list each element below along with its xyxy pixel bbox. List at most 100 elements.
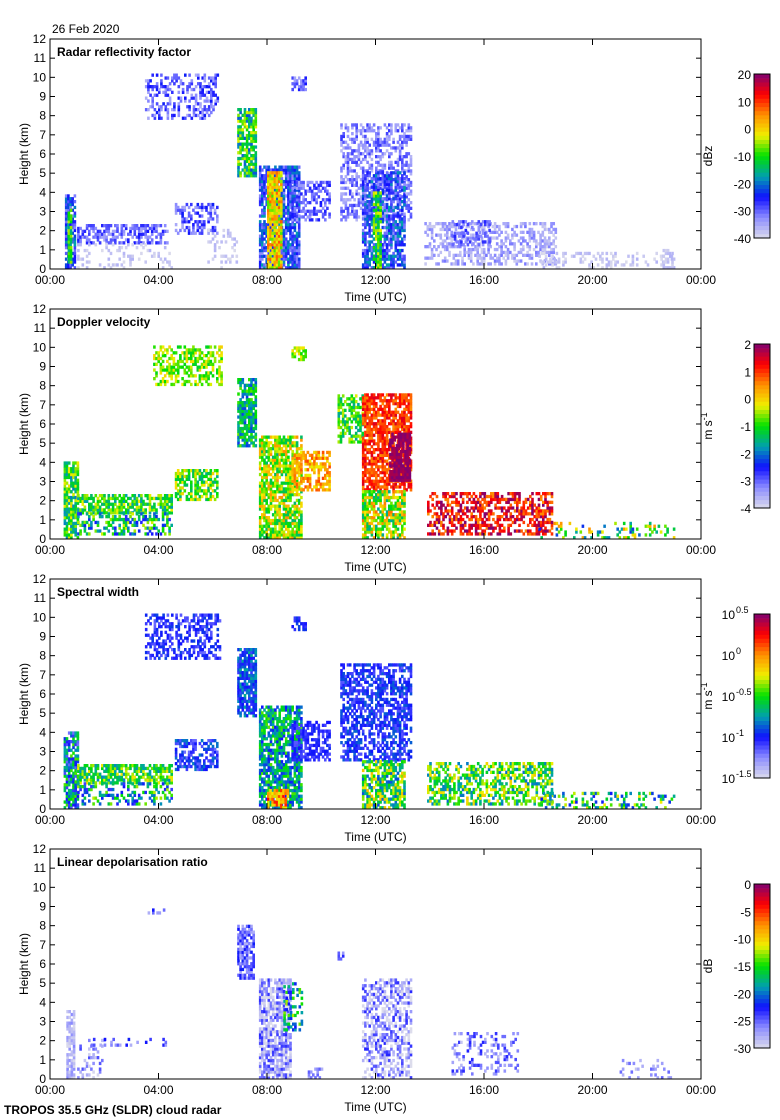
- echo-cell: [466, 231, 470, 235]
- echo-cell: [295, 171, 299, 175]
- echo-cell: [237, 438, 240, 442]
- echo-cell: [353, 212, 356, 216]
- echo-cell: [98, 512, 102, 516]
- echo-cell: [346, 169, 350, 173]
- echo-cell: [346, 134, 350, 139]
- echo-cell: [396, 200, 400, 204]
- echo-cell: [366, 188, 369, 192]
- echo-cell: [377, 140, 380, 144]
- echo-cell: [67, 470, 71, 474]
- echo-cell: [151, 102, 154, 106]
- echo-cell: [287, 257, 290, 261]
- echo-cell: [245, 154, 249, 158]
- echo-cell: [271, 513, 275, 517]
- echo-cell: [287, 202, 290, 207]
- echo-cell: [491, 256, 495, 260]
- echo-cell: [107, 224, 111, 228]
- echo-cell: [379, 137, 382, 141]
- echo-cell: [199, 82, 202, 86]
- echo-cell: [72, 516, 75, 520]
- echo-cell: [96, 502, 100, 506]
- echo-cell: [293, 194, 297, 198]
- echo-cell: [377, 234, 380, 238]
- echo-cell: [437, 262, 440, 266]
- echo-cell: [94, 508, 98, 512]
- echo-cell: [254, 426, 258, 431]
- echo-cell: [124, 517, 128, 522]
- echo-cell: [239, 171, 242, 175]
- echo-cell: [385, 134, 389, 139]
- echo-cell: [71, 200, 74, 204]
- echo-cell: [241, 133, 245, 138]
- echo-cell: [275, 191, 279, 195]
- echo-cell: [570, 254, 574, 258]
- echo-cell: [181, 208, 184, 212]
- echo-cell: [263, 266, 266, 270]
- echo-cell: [229, 260, 232, 264]
- echo-cell: [398, 189, 402, 193]
- echo-cell: [67, 536, 71, 540]
- echo-cell: [388, 257, 391, 261]
- echo-cell: [385, 192, 389, 196]
- echo-cell: [275, 217, 279, 221]
- echo-cell: [394, 149, 398, 153]
- echo-cell: [205, 365, 208, 369]
- echo-cell: [481, 240, 485, 244]
- colorbar-tick-label: -20: [734, 177, 752, 191]
- echo-cell: [157, 254, 160, 258]
- echo-cell: [237, 128, 240, 132]
- echo-cell: [67, 237, 71, 241]
- echo-cell: [70, 516, 73, 520]
- echo-cell: [187, 365, 191, 369]
- echo-cell: [269, 197, 272, 201]
- echo-field: [64, 73, 676, 270]
- echo-cell: [297, 257, 301, 261]
- echo-cell: [73, 248, 77, 253]
- echo-cell: [271, 225, 274, 230]
- echo-cell: [517, 239, 521, 243]
- echo-cell: [69, 248, 73, 253]
- echo-cell: [63, 521, 67, 526]
- echo-cell: [163, 512, 167, 516]
- echo-cell: [198, 368, 202, 372]
- echo-cell: [361, 202, 365, 207]
- echo-cell: [361, 194, 365, 198]
- echo-cell: [366, 254, 369, 258]
- echo-cell: [267, 231, 270, 235]
- echo-cell: [157, 496, 160, 501]
- colorbar-swatch: [754, 229, 770, 235]
- echo-cell: [187, 368, 191, 372]
- echo-cell: [252, 125, 255, 129]
- echo-cell: [166, 523, 169, 527]
- echo-cell: [377, 163, 380, 167]
- echo-cell: [405, 192, 408, 196]
- echo-cell: [168, 251, 171, 256]
- echo-cell: [364, 183, 367, 187]
- echo-cell: [498, 245, 501, 249]
- echo-cell: [205, 371, 208, 375]
- echo-cell: [263, 530, 266, 534]
- echo-cell: [252, 145, 255, 149]
- echo-cell: [177, 76, 181, 80]
- echo-cell: [155, 351, 158, 355]
- echo-cell: [64, 194, 68, 198]
- echo-cell: [63, 493, 67, 497]
- echo-cell: [493, 224, 497, 229]
- echo-cell: [77, 520, 80, 525]
- echo-cell: [203, 474, 206, 479]
- echo-cell: [479, 234, 483, 238]
- echo-cell: [237, 159, 240, 163]
- echo-cell: [361, 234, 365, 238]
- echo-cell: [342, 201, 345, 205]
- echo-cell: [361, 266, 365, 270]
- echo-cell: [370, 248, 374, 253]
- colorbar-swatch: [754, 168, 770, 173]
- echo-cell: [190, 93, 194, 97]
- echo-cell: [614, 263, 617, 267]
- echo-cell: [174, 223, 178, 227]
- echo-cell: [306, 209, 310, 213]
- echo-cell: [295, 177, 299, 181]
- echo-cell: [277, 231, 281, 235]
- echo-cell: [252, 386, 255, 390]
- echo-cell: [190, 494, 193, 499]
